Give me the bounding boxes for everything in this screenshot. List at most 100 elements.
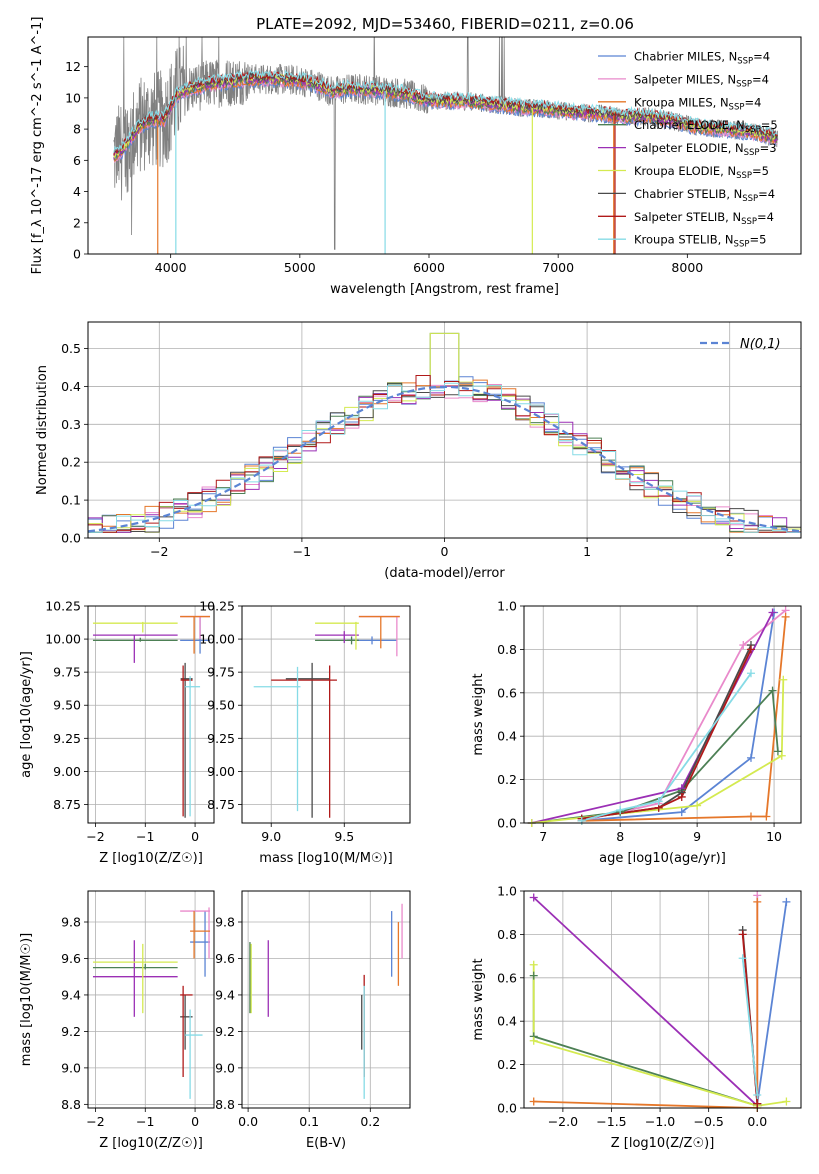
y-tick-label: 0.6 bbox=[497, 970, 517, 985]
y-tick-label: 8.75 bbox=[53, 797, 81, 812]
y-axis-label: Normed distribution bbox=[35, 365, 50, 495]
plot-area bbox=[88, 332, 801, 533]
mass-weight-marker bbox=[746, 812, 755, 821]
y-tick-label: 9.6 bbox=[215, 951, 235, 966]
mass-weight-marker bbox=[677, 792, 686, 801]
y-tick-label: 9.75 bbox=[207, 665, 235, 680]
x-tick-label: 4000 bbox=[155, 260, 187, 275]
y-tick-label: 10.00 bbox=[45, 632, 81, 647]
mass-weight-marker bbox=[529, 971, 538, 980]
x-axis-label: age [log10(age/yr)] bbox=[599, 851, 726, 866]
mass-weight-marker bbox=[746, 753, 755, 762]
axes-frame bbox=[87, 605, 215, 824]
legend-label: Kroupa ELODIE, NSSP=5 bbox=[634, 164, 769, 181]
y-tick-label: 9.8 bbox=[61, 915, 81, 930]
axes-frame bbox=[87, 36, 802, 255]
mass-weight-marker bbox=[739, 641, 748, 650]
y-tick-label: 1.0 bbox=[497, 884, 517, 899]
mass-weight-marker bbox=[746, 669, 755, 678]
y-tick-label: 10.00 bbox=[199, 632, 235, 647]
legend-count: =3 bbox=[760, 141, 777, 155]
legend-subscript: SSP bbox=[745, 125, 761, 135]
y-tick-label: 10.25 bbox=[45, 599, 81, 614]
plot-area bbox=[531, 609, 787, 823]
y-tick-label: 12 bbox=[65, 59, 81, 74]
massweight-vs-age-panel: 7 8 9 10 0.0 0.2 0.4 0.6 0.8 1.0 age [log10(age/yr… bbox=[471, 599, 802, 866]
mass-vs-metallicity-panel: −2 −1 0 8.8 9.0 9.2 9.4 9.6 9.8 Z [log10(Z/Z☉)] ma… bbox=[19, 890, 215, 1151]
legend-subscript: SSP bbox=[741, 217, 757, 227]
plot-area bbox=[253, 615, 400, 818]
mass-weight-marker bbox=[738, 954, 747, 963]
y-tick-label: 9.4 bbox=[61, 987, 81, 1002]
x-tick-label: −1 bbox=[293, 544, 311, 559]
legend-label: Chabrier ELODIE, NSSP=5 bbox=[634, 118, 778, 135]
y-tick-label: 0.8 bbox=[497, 642, 517, 657]
y-tick-label: 9.00 bbox=[53, 764, 81, 779]
mass-weight-marker bbox=[762, 812, 771, 821]
mass-weight-marker bbox=[654, 797, 663, 806]
legend-subscript: SSP bbox=[734, 240, 750, 250]
mass-weight-marker bbox=[768, 608, 777, 617]
x-tick-label: −1 bbox=[136, 1114, 154, 1129]
x-tick-label: 2 bbox=[726, 544, 734, 559]
legend-label: Salpeter MILES, NSSP=4 bbox=[634, 72, 769, 89]
x-tick-label: 0 bbox=[191, 829, 199, 844]
legend-count: =5 bbox=[761, 118, 778, 132]
plot-area bbox=[92, 615, 211, 818]
y-tick-label: 8.75 bbox=[207, 797, 235, 812]
y-tick-label: 9.25 bbox=[53, 731, 81, 746]
y-tick-label: 0.1 bbox=[61, 493, 81, 508]
axes-frame bbox=[241, 890, 411, 1109]
mass-weight-marker bbox=[768, 686, 777, 695]
legend-subscript: SSP bbox=[736, 171, 752, 181]
age-vs-metallicity-panel: −2 −1 0 8.75 9.00 9.25 9.50 9.75 10.00 10.25 Z [lo… bbox=[19, 599, 215, 866]
plot-area bbox=[249, 903, 403, 1099]
x-tick-label: 8000 bbox=[671, 260, 703, 275]
y-tick-label: 9.0 bbox=[61, 1060, 81, 1075]
x-tick-label: 7 bbox=[539, 829, 547, 844]
y-tick-label: 10.25 bbox=[199, 599, 235, 614]
x-tick-label: 9.5 bbox=[334, 829, 354, 844]
mass-weight-line bbox=[741, 958, 759, 1096]
massweight-vs-metallicity-panel: −2.0 −1.5 −1.0 −0.5 0.0 0.0 0.2 0.4 0.6 0.8 1.0 Z [… bbox=[471, 884, 802, 1151]
figure-title: PLATE=2092, MJD=53460, FIBERID=0211, z=0… bbox=[256, 15, 634, 33]
x-tick-label: −2 bbox=[150, 544, 168, 559]
mass-weight-marker bbox=[773, 747, 782, 756]
y-tick-label: 0.0 bbox=[497, 1101, 517, 1116]
mass-weight-marker bbox=[781, 612, 790, 621]
mass-weight-marker bbox=[529, 1036, 538, 1045]
axes-frame bbox=[241, 605, 411, 824]
mass-weight-marker bbox=[693, 801, 702, 810]
legend-label: Kroupa STELIB, NSSP=5 bbox=[634, 233, 766, 250]
legend-subscript: SSP bbox=[737, 57, 753, 67]
y-tick-label: 8.8 bbox=[61, 1097, 81, 1112]
y-tick-label: 0.3 bbox=[61, 417, 81, 432]
spectrum-panel: Chabrier MILES, NSSP=4 Salpeter MILES, NS… bbox=[30, 17, 802, 297]
mass-weight-line bbox=[581, 672, 752, 822]
legend-count: =4 bbox=[757, 210, 774, 224]
y-tick-label: 0.6 bbox=[497, 685, 517, 700]
x-tick-label: 5000 bbox=[284, 260, 316, 275]
y-tick-label: 0.2 bbox=[61, 455, 81, 470]
legend-label: Salpeter ELODIE, NSSP=3 bbox=[634, 141, 777, 158]
legend: Chabrier MILES, NSSP=4 Salpeter MILES, NS… bbox=[598, 50, 778, 250]
legend-subscript: SSP bbox=[736, 79, 752, 89]
x-tick-label: 9 bbox=[693, 829, 701, 844]
y-tick-label: 9.8 bbox=[215, 915, 235, 930]
legend-count: =5 bbox=[749, 233, 766, 247]
y-tick-label: 9.50 bbox=[207, 698, 235, 713]
x-tick-label: −2.0 bbox=[548, 1114, 578, 1129]
x-tick-label: −2 bbox=[86, 1114, 104, 1129]
mass-weight-line bbox=[581, 616, 787, 822]
y-tick-label: 9.75 bbox=[53, 665, 81, 680]
y-tick-label: 1.0 bbox=[497, 599, 517, 614]
y-tick-label: 0.8 bbox=[497, 927, 517, 942]
axes-frame bbox=[87, 890, 215, 1109]
x-tick-label: 0.2 bbox=[360, 1114, 380, 1129]
y-tick-label: 0.2 bbox=[497, 772, 517, 787]
y-tick-label: 0.0 bbox=[497, 816, 517, 831]
x-tick-label: −1.0 bbox=[645, 1114, 675, 1129]
mass-weight-line bbox=[533, 901, 759, 1108]
